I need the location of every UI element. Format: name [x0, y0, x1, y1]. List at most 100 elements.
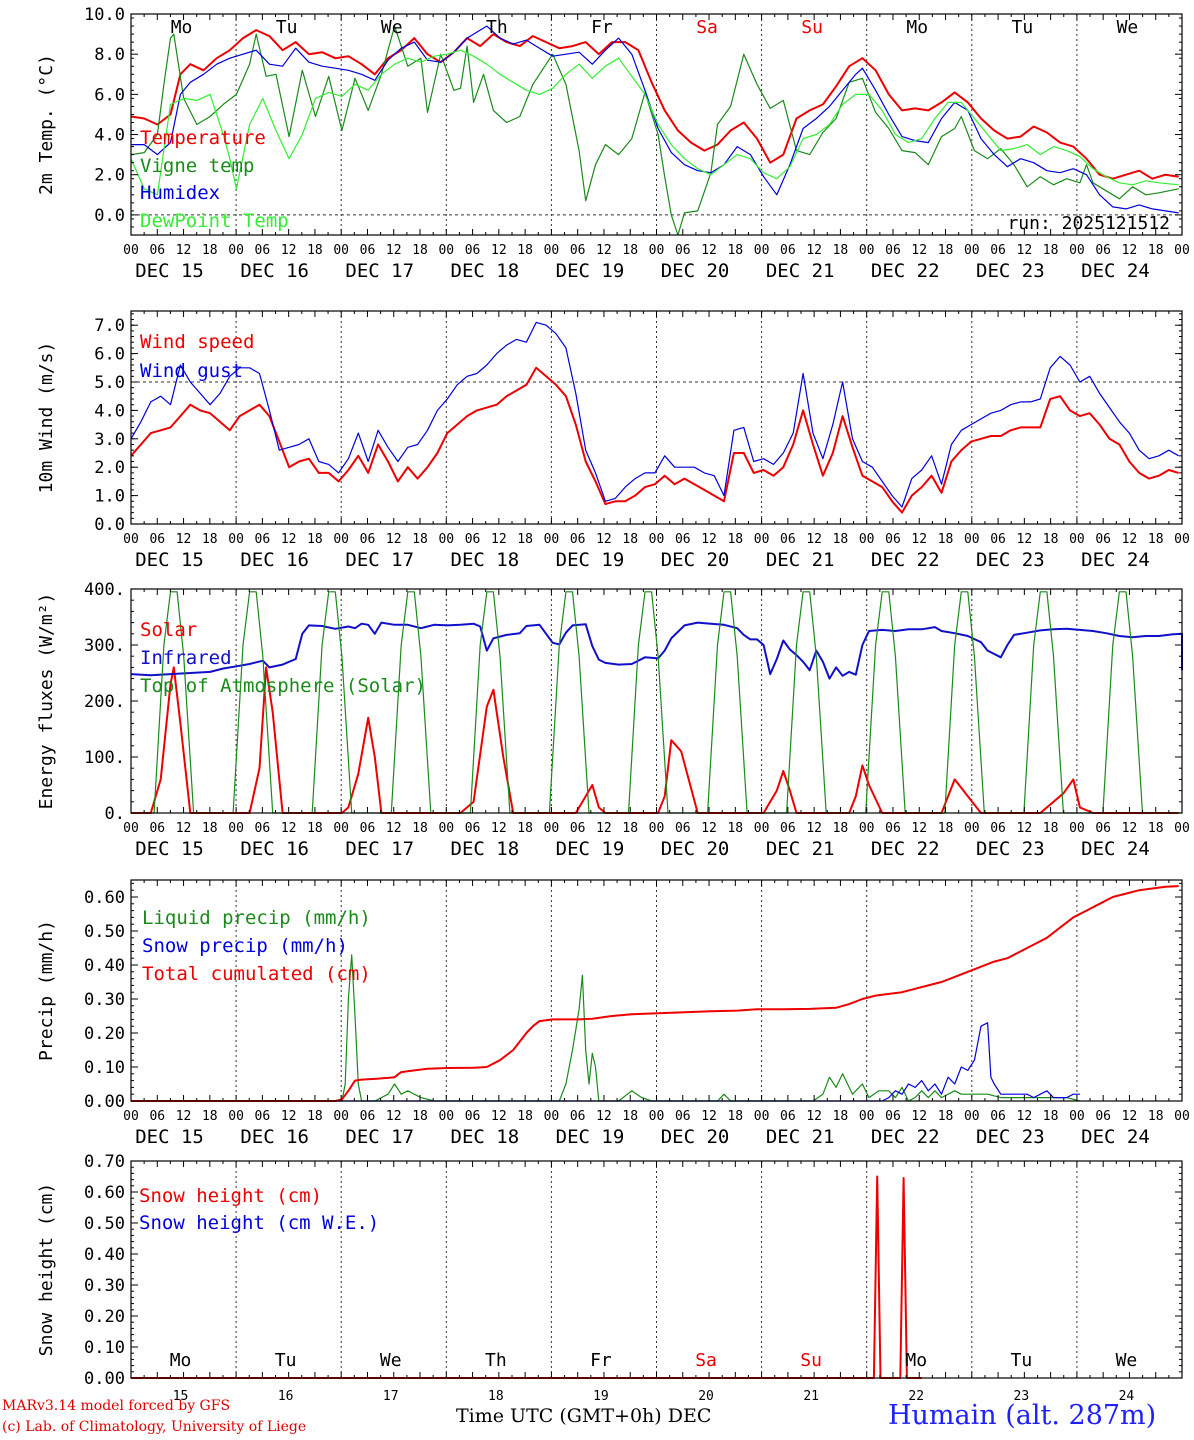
- date-label: DEC 20: [661, 1126, 730, 1148]
- y-tick-label: 0.20: [84, 1307, 125, 1327]
- hour-label: 18: [833, 821, 849, 836]
- date-label: DEC 19: [556, 838, 625, 860]
- hour-label: 00: [1069, 243, 1085, 258]
- hour-label: 06: [1095, 243, 1111, 258]
- date-label: DEC 17: [345, 838, 414, 860]
- hour-label: 12: [176, 1109, 192, 1124]
- hour-label: 00: [1174, 821, 1190, 836]
- hour-label: 00: [333, 821, 349, 836]
- day-number-label: 20: [698, 1389, 714, 1404]
- hour-label: 06: [990, 532, 1006, 547]
- date-label: DEC 21: [766, 549, 835, 571]
- date-label: DEC 16: [240, 1126, 309, 1148]
- y-tick-label: 0.: [105, 804, 125, 824]
- series-line-snow-precip-mm-h-: [131, 1022, 1080, 1102]
- hour-label: 06: [149, 243, 165, 258]
- hour-label: 12: [176, 821, 192, 836]
- hour-label: 12: [1122, 243, 1138, 258]
- y-axis-title: Energy fluxes (W/m²): [36, 593, 57, 810]
- hour-label: 12: [281, 532, 297, 547]
- hour-label: 00: [964, 821, 980, 836]
- hour-label: 06: [255, 821, 271, 836]
- weekday-label: Mo: [905, 1350, 927, 1371]
- hour-label: 06: [885, 243, 901, 258]
- weekday-label: Mo: [171, 17, 193, 38]
- hour-label: 00: [964, 1109, 980, 1124]
- weekday-label: Fr: [591, 17, 613, 38]
- hour-label: 00: [544, 821, 560, 836]
- hour-label: 12: [911, 532, 927, 547]
- hour-label: 00: [1069, 1109, 1085, 1124]
- y-tick-label: 10.0: [84, 5, 125, 25]
- legend-label: DewPoint Temp: [140, 210, 289, 232]
- hour-label: 00: [544, 532, 560, 547]
- legend-label: Wind gust: [140, 360, 243, 382]
- hour-label: 06: [780, 1109, 796, 1124]
- y-tick-label: 4.0: [94, 401, 125, 421]
- y-tick-label: 0.10: [84, 1058, 125, 1078]
- hour-label: 12: [701, 243, 717, 258]
- hour-label: 00: [1174, 243, 1190, 258]
- hour-label: 12: [701, 821, 717, 836]
- hour-label: 06: [885, 1109, 901, 1124]
- hour-label: 00: [1069, 821, 1085, 836]
- weekday-label: We: [1116, 1350, 1138, 1371]
- date-label: DEC 15: [135, 549, 204, 571]
- weekday-label: Su: [801, 17, 823, 38]
- y-axis-title: Precip (mm/h): [36, 920, 57, 1061]
- hour-label: 06: [780, 821, 796, 836]
- hour-label: 06: [360, 243, 376, 258]
- hour-label: 18: [727, 243, 743, 258]
- date-label: DEC 15: [135, 1126, 204, 1148]
- hour-label: 00: [123, 532, 139, 547]
- y-tick-label: 3.0: [94, 430, 125, 450]
- hour-label: 12: [701, 1109, 717, 1124]
- hour-label: 00: [123, 821, 139, 836]
- hour-label: 18: [307, 821, 323, 836]
- day-number-label: 15: [173, 1389, 189, 1404]
- hour-label: 12: [1122, 532, 1138, 547]
- hour-label: 18: [202, 821, 218, 836]
- date-label: DEC 19: [556, 549, 625, 571]
- series-line-total-cumulated-cm-: [131, 885, 1179, 1102]
- date-label: DEC 24: [1081, 260, 1150, 282]
- legend-label: Humidex: [140, 182, 220, 204]
- hour-label: 12: [386, 532, 402, 547]
- day-number-label: 19: [593, 1389, 609, 1404]
- weekday-label: Tu: [275, 1350, 297, 1371]
- hour-label: 12: [1122, 1109, 1138, 1124]
- date-label: DEC 22: [871, 1126, 940, 1148]
- date-label: DEC 15: [135, 260, 204, 282]
- hour-label: 00: [1174, 532, 1190, 547]
- hour-label: 18: [622, 1109, 638, 1124]
- y-tick-label: 5.0: [94, 373, 125, 393]
- hour-label: 00: [1174, 1109, 1190, 1124]
- hour-label: 00: [438, 1109, 454, 1124]
- hour-label: 12: [491, 821, 507, 836]
- date-label: DEC 15: [135, 838, 204, 860]
- hour-label: 00: [754, 821, 770, 836]
- date-label: DEC 21: [766, 838, 835, 860]
- series-line-wind-speed: [130, 366, 1179, 514]
- series-line-temperature: [130, 29, 1179, 180]
- y-tick-label: 2.0: [94, 166, 125, 186]
- hour-label: 00: [649, 821, 665, 836]
- hour-label: 06: [570, 1109, 586, 1124]
- date-label: DEC 18: [451, 1126, 520, 1148]
- hour-label: 06: [255, 243, 271, 258]
- hour-label: 06: [360, 821, 376, 836]
- hour-label: 12: [911, 243, 927, 258]
- y-tick-label: 1.0: [94, 487, 125, 507]
- hour-label: 06: [675, 532, 691, 547]
- date-label: DEC 19: [556, 260, 625, 282]
- hour-label: 18: [202, 1109, 218, 1124]
- hour-label: 12: [386, 243, 402, 258]
- hour-label: 12: [1122, 821, 1138, 836]
- hour-label: 00: [859, 1109, 875, 1124]
- series-line-solar: [131, 666, 1179, 814]
- hour-label: 12: [806, 1109, 822, 1124]
- hour-label: 06: [1095, 532, 1111, 547]
- hour-label: 00: [859, 532, 875, 547]
- copyright-credit-line: (c) Lab. of Climatology, University of L…: [2, 1419, 307, 1435]
- series-line-dewpoint-temp: [130, 49, 1179, 196]
